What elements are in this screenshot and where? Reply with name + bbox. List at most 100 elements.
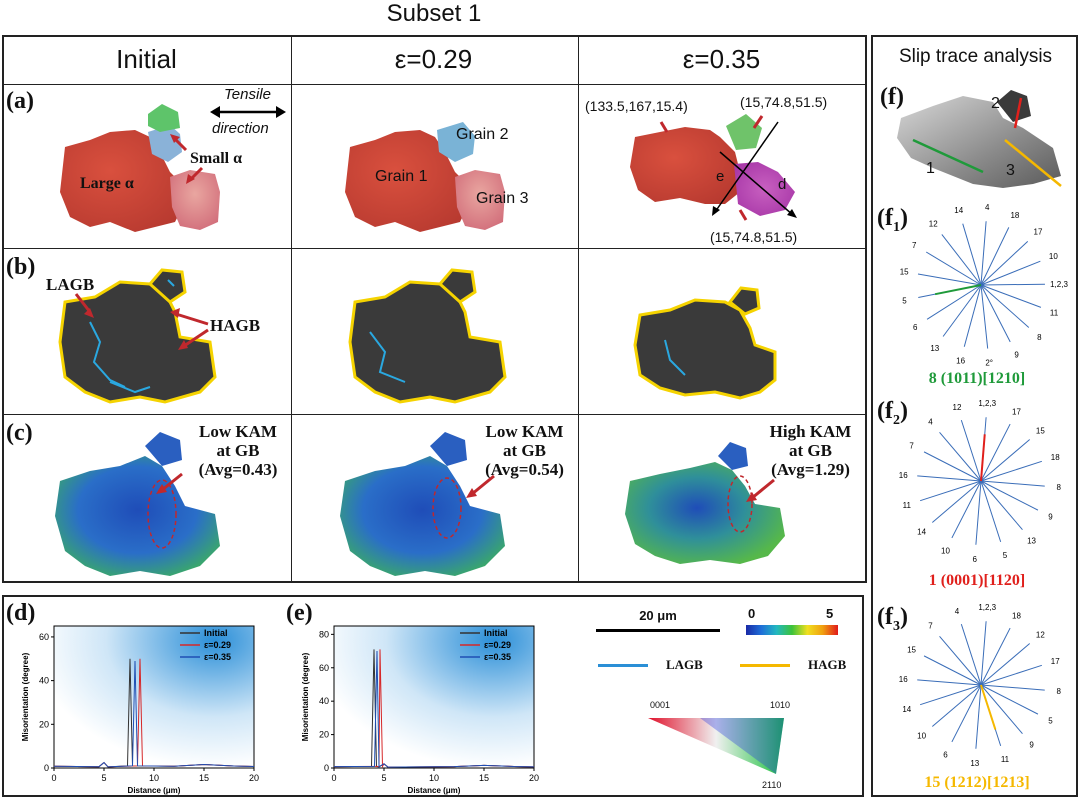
slip-trace-line (980, 480, 1045, 487)
slip-trace-line (980, 664, 1043, 686)
slip-trace-label: 11 (903, 501, 912, 510)
panel-label-f2: (f2) (877, 398, 908, 428)
slip-trace-label: 5 (1048, 717, 1053, 726)
kam-note-line: Low KAM (199, 422, 277, 441)
grid-divider (291, 37, 292, 581)
gb-map-initial (58, 268, 217, 404)
slip-trace-line (925, 251, 982, 286)
slip-trace-label: 8 (1057, 483, 1062, 492)
panel-label-e: (e) (286, 600, 313, 626)
slip-trace-line (941, 234, 982, 286)
y-tick-label: 0 (324, 763, 329, 773)
slip-system-f2: 1 (0001)[1120] (928, 572, 1026, 589)
slip-trace-label: 5 (1003, 551, 1008, 560)
slip-trace-line (919, 684, 982, 706)
slip-grain-label-3: 3 (1006, 162, 1015, 179)
slip-trace-label: 14 (954, 206, 963, 215)
grain2-label: Grain 2 (456, 126, 509, 143)
panel-label-d: (d) (6, 600, 36, 626)
y-axis-label: Misorientation (degree) (21, 652, 30, 741)
slip-trace-label: 9 (1014, 350, 1019, 359)
y-tick-label: 20 (319, 730, 329, 740)
column-header-initial: Initial (116, 44, 177, 74)
stereo-projection-f3: 1,2,3 18 12 17 8 5 9 11 13 6 10 14 16 15 7 4 (899, 603, 1062, 768)
panel-label-f: (f) (880, 84, 904, 110)
measured-trace-line (980, 434, 986, 482)
slip-system-f3: 15 (1212)[1213] (924, 774, 1030, 791)
series-line (53, 660, 255, 768)
kam-note-line: (Avg=0.54) (485, 460, 564, 479)
slip-trace-line (980, 423, 1011, 482)
slip-trace-line (926, 284, 982, 320)
stereo-projection-f1: 4 18 17 10 1,2,3 11 8 9 2° 16 13 6 5 15 7 12 14 (900, 203, 1069, 368)
slip-trace-line (917, 679, 982, 686)
slip-trace-label: 4 (985, 203, 990, 212)
kam-colorbar (746, 625, 838, 635)
slip-trace-label: 16 (899, 471, 908, 480)
legend-label: ε=0.35 (204, 652, 231, 662)
slip-trace-label: 6 (943, 750, 948, 759)
slip-trace-line (980, 221, 987, 286)
stereo-projection-f2: 1,2,3 17 15 18 8 9 13 5 6 10 14 11 16 7 4 12 (899, 399, 1062, 564)
slip-trace-line (980, 284, 1030, 328)
euler-angle-top-right: (15,74.8,51.5) (740, 94, 828, 110)
slip-trace-label: 8 (1057, 687, 1062, 696)
slip-trace-line (980, 260, 1041, 286)
ipf-label-0001: 0001 (650, 700, 671, 710)
figure-title: Subset 1 (386, 0, 482, 27)
slip-trace-line (919, 480, 982, 502)
slip-trace-line (963, 284, 982, 347)
panel-label-a: (a) (6, 88, 34, 114)
slip-trace-label: 14 (902, 705, 911, 714)
slip-trace-label: 10 (941, 546, 950, 555)
slip-trace-line (980, 283, 1045, 286)
slip-trace-label: 4 (955, 607, 960, 616)
slip-trace-line (980, 240, 1029, 286)
slip-trace-label: 2° (985, 359, 993, 368)
y-tick-label: 40 (39, 676, 49, 686)
slip-trace-label: 17 (1012, 408, 1021, 417)
series-line (333, 651, 535, 769)
slip-trace-label: 7 (909, 441, 914, 450)
slip-trace-grain-image (897, 90, 1062, 188)
misorientation-chart-d: 0 5 10 15 20 0 20 40 60 Distance (μm) Misorientati… (21, 625, 259, 795)
scale-bar (596, 629, 720, 632)
slip-trace-line (917, 273, 982, 286)
kam-map-strain-029 (340, 432, 505, 576)
slip-trace-line (975, 480, 982, 545)
slip-trace-label: 9 (1029, 740, 1034, 749)
slip-trace-label: 15 (1036, 426, 1045, 435)
x-axis-label: Distance (μm) (408, 786, 461, 795)
lagb-legend-label: LAGB (666, 657, 703, 672)
kam-arrow-strain-029 (466, 474, 495, 498)
slip-trace-label: 7 (912, 241, 917, 250)
x-tick-label: 0 (51, 773, 56, 783)
x-tick-label: 10 (149, 773, 159, 783)
slip-trace-label: 6 (973, 555, 978, 564)
measured-trace-line (980, 684, 997, 730)
kam-scale-max: 5 (826, 606, 834, 621)
ipf-map-strain-035 (630, 114, 797, 221)
kam-note-line: (Avg=1.29) (771, 460, 850, 479)
slip-trace-title: Slip trace analysis (898, 46, 1053, 67)
slip-trace-line (960, 419, 982, 482)
slip-trace-label: 11 (1050, 308, 1059, 317)
slip-trace-line (939, 431, 982, 482)
column-header-strain-029: ε=0.29 (394, 44, 473, 74)
slip-trace-label: 5 (902, 296, 907, 305)
direction-label: direction (212, 120, 269, 137)
slip-trace-line (939, 635, 982, 686)
slip-trace-label: 10 (917, 732, 926, 741)
slip-trace-line (980, 684, 1045, 691)
kam-scale-min: 0 (748, 606, 756, 621)
hagb-legend-label: HAGB (808, 657, 847, 672)
kam-note-strain-029: Low KAM at GB (Avg=0.54) (472, 422, 577, 479)
panel-label-f3-sub: 3 (892, 618, 900, 634)
x-tick-label: 5 (381, 773, 386, 783)
kam-note-line: High KAM (769, 422, 852, 441)
slip-trace-line (980, 684, 1039, 715)
panel-label-f3-text: (f (877, 604, 893, 630)
slip-trace-label: 8 (1037, 333, 1042, 342)
slip-trace-label: 1,2,3 (978, 603, 996, 612)
ipf-triangle-legend (648, 718, 784, 774)
